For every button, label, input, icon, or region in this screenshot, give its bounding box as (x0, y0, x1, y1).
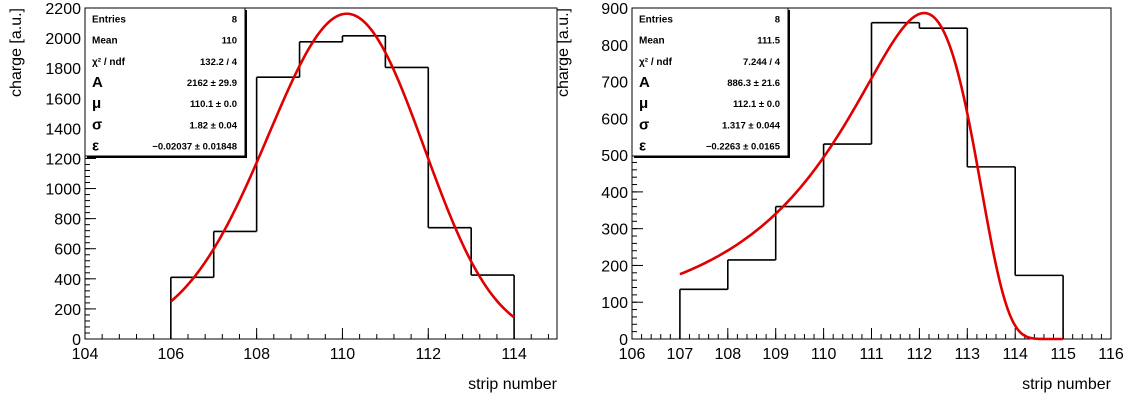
y-tick-label: 400 (54, 272, 81, 289)
stats-value: 132.2 / 4 (200, 57, 238, 68)
x-tick-label: 107 (667, 346, 694, 363)
stats-box (631, 7, 789, 157)
y-tick-label: 0 (619, 332, 628, 349)
y-tick-label: 400 (601, 185, 628, 202)
stats-key: χ² / ndf (639, 57, 673, 68)
stats-value: 8 (232, 15, 237, 26)
y-tick-label: 0 (72, 332, 81, 349)
stats-key: ε (639, 137, 646, 154)
fit-curve (679, 11, 1064, 341)
y-tick-label: 900 (601, 1, 628, 18)
x-tick-label: 106 (157, 346, 184, 363)
stats-key: Entries (92, 15, 126, 26)
x-axis-title: strip number (468, 376, 558, 393)
x-tick-label: 111 (859, 346, 883, 363)
y-tick-label: 1000 (45, 182, 81, 199)
stats-key: A (639, 74, 650, 91)
y-tick-label: 1600 (45, 91, 81, 108)
stats-key: μ (92, 95, 101, 112)
x-tick-label: 114 (1002, 346, 1028, 363)
x-tick-label: 110 (811, 346, 837, 363)
y-tick-label: 300 (601, 222, 628, 239)
y-tick-label: 600 (54, 242, 81, 259)
x-tick-label: 108 (243, 346, 270, 363)
right-panel: 106 107 108 109 110 111 112 113 114 115 116 0 100 200… (555, 1, 1124, 393)
y-axis-title: charge [a.u.] (555, 8, 572, 97)
x-tick-label: 112 (416, 346, 442, 363)
y-tick-label: 1800 (45, 61, 81, 78)
stats-value: 110.1 ± 0.0 (190, 99, 237, 110)
y-tick-label: 2200 (45, 1, 81, 18)
stats-key: μ (639, 95, 648, 112)
stats-value: −0.02037 ± 0.01848 (152, 141, 237, 152)
x-tick-label: 109 (762, 346, 789, 363)
x-tick-label: 115 (1050, 346, 1076, 363)
y-tick-label: 100 (601, 295, 628, 312)
stats-value: 110 (222, 36, 237, 47)
y-tick-label: 800 (54, 212, 81, 229)
stats-value: 112.1 ± 0.0 (733, 99, 780, 110)
y-tick-label: 200 (54, 302, 81, 319)
plot-frame (84, 7, 558, 340)
stats-key: χ² / ndf (92, 57, 126, 68)
x-tick-label: 113 (955, 346, 981, 363)
stats-value: 1.82 ± 0.04 (190, 120, 238, 131)
y-tick-label: 700 (601, 75, 628, 92)
x-tick-label: 106 (619, 346, 646, 363)
x-tick-label: 114 (501, 346, 527, 363)
x-tick-label: 104 (72, 346, 99, 363)
stats-key: σ (639, 116, 649, 133)
stats-value: 1.317 ± 0.044 (722, 120, 781, 131)
y-tick-label: 500 (601, 148, 628, 165)
stats-value: −0.2263 ± 0.0165 (706, 141, 781, 152)
y-tick-label: 600 (601, 111, 628, 128)
y-tick-label: 1200 (45, 151, 81, 168)
y-axis-title: charge [a.u.] (8, 8, 25, 97)
fit-curve (169, 12, 515, 319)
x-tick-label: 112 (907, 346, 933, 363)
stats-key: Mean (639, 36, 665, 47)
x-tick-label: 108 (714, 346, 741, 363)
stats-key: Entries (639, 15, 673, 26)
stats-value: 886.3 ± 21.6 (727, 78, 780, 89)
y-tick-label: 800 (601, 38, 628, 55)
stats-value: 8 (775, 15, 780, 26)
stats-key: A (92, 74, 103, 91)
stats-value: 111.5 (757, 36, 780, 47)
stats-box (84, 7, 246, 157)
stats-key: Mean (92, 36, 118, 47)
y-tick-label: 1400 (45, 121, 81, 138)
stats-value: 2162 ± 29.9 (187, 78, 237, 89)
y-tick-label: 200 (601, 258, 628, 275)
x-tick-label: 110 (330, 346, 356, 363)
left-panel: 104 106 108 110 112 114 0 200 400 600 800 1000 1200 1… (8, 1, 558, 393)
y-tick-label: 2000 (45, 31, 81, 48)
stats-value: 7.244 / 4 (743, 57, 781, 68)
x-tick-label: 116 (1098, 346, 1124, 363)
x-axis-title: strip number (1022, 376, 1112, 393)
stats-key: σ (92, 116, 102, 133)
stats-key: ε (92, 137, 99, 154)
